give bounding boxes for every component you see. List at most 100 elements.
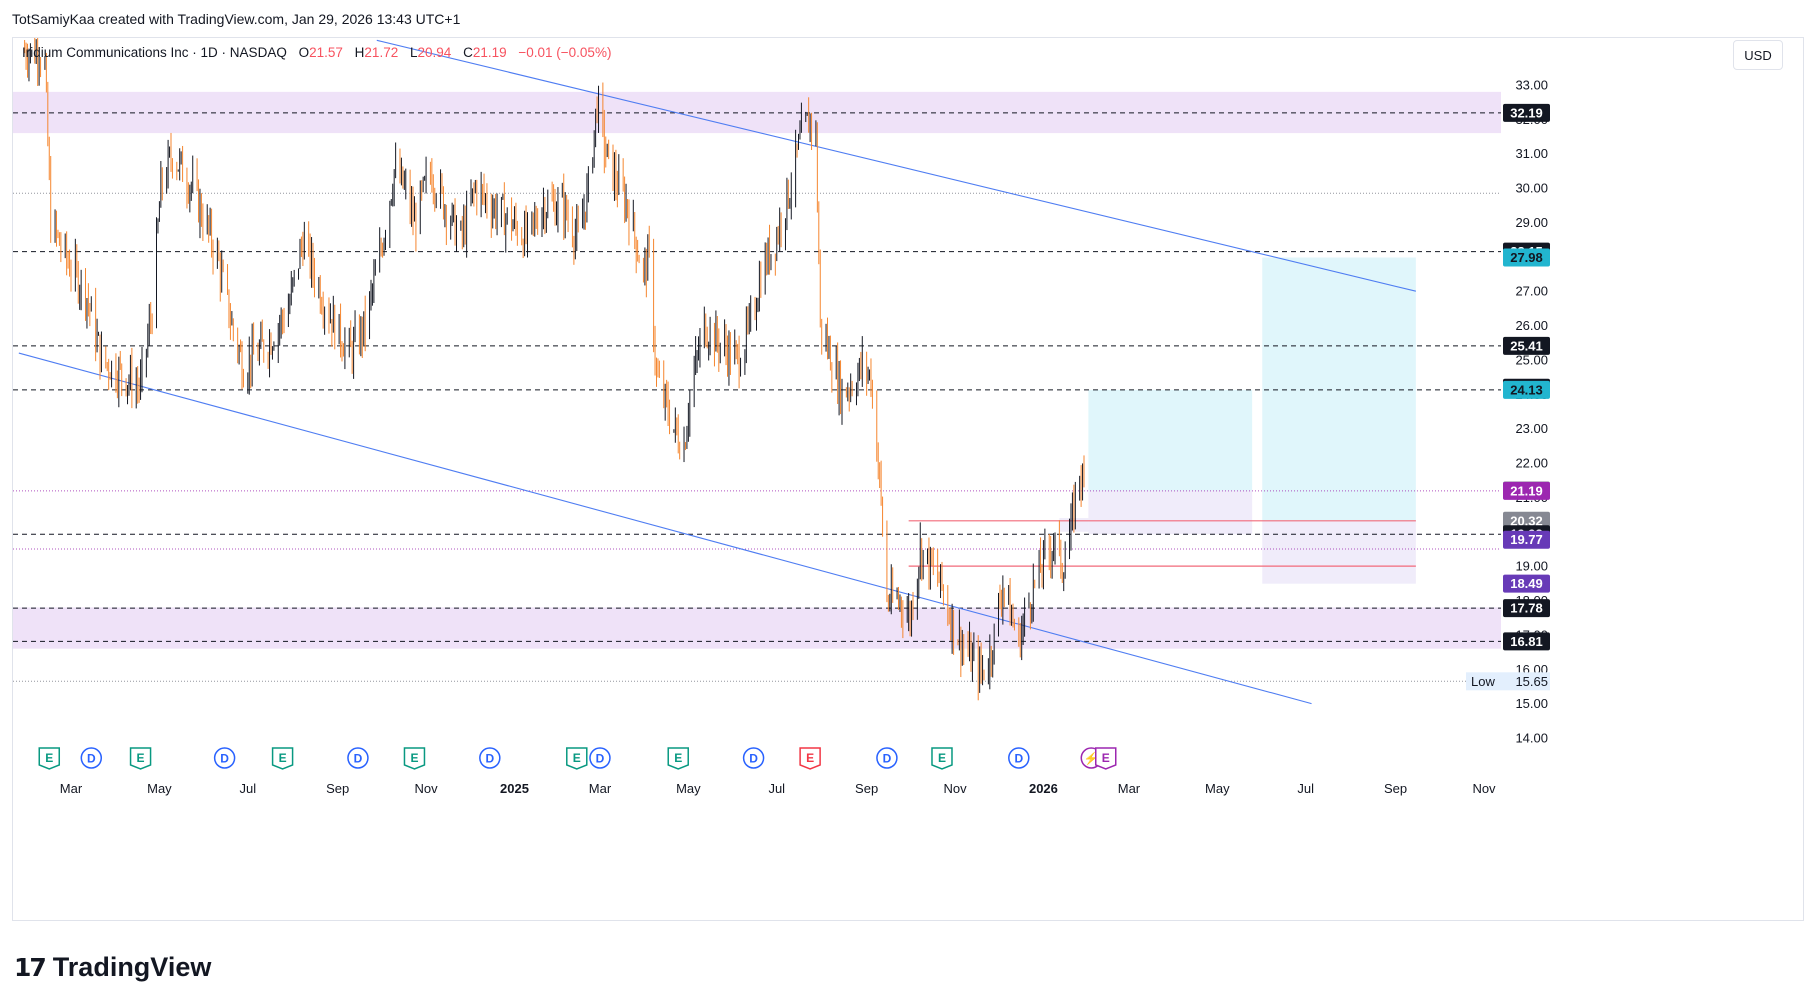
chart-frame[interactable]: 14.0015.0016.0017.0018.0019.0020.0021.00… <box>12 37 1804 921</box>
price-tag: 21.19 <box>1503 481 1550 500</box>
dividend-icon[interactable]: D <box>1008 747 1030 769</box>
price-tag-bg <box>1503 103 1550 122</box>
symbol-name: Iridium Communications Inc · 1D · NASDAQ <box>22 45 287 60</box>
dividend-icon[interactable]: D <box>876 747 898 769</box>
price-tag-bg <box>1503 599 1550 618</box>
y-tick-label: 19.00 <box>1515 559 1548 574</box>
x-tick-label: May <box>676 781 701 796</box>
earnings-letter: E <box>410 751 418 765</box>
dividend-badge <box>589 747 611 769</box>
x-tick-label: Nov <box>1472 781 1496 796</box>
y-tick-label: 25.00 <box>1515 352 1548 367</box>
x-tick-label: May <box>147 781 172 796</box>
split-symbol: ⚡ <box>1084 752 1099 766</box>
x-tick-label: Mar <box>1118 781 1141 796</box>
price-tag: 25.41 <box>1503 336 1550 355</box>
dividend-letter: D <box>354 752 363 766</box>
earnings-letter: E <box>573 751 581 765</box>
low-marker-label: Low <box>1471 674 1495 689</box>
dividend-icon[interactable]: D <box>347 747 369 769</box>
earnings-icon[interactable]: E <box>667 747 689 770</box>
x-tick-label: Nov <box>943 781 967 796</box>
tradingview-logo[interactable]: 17 TradingView <box>14 952 211 983</box>
price-tag-bg <box>1503 530 1550 549</box>
price-tag-label: 32.19 <box>1510 105 1543 120</box>
price-tag-label: 21.19 <box>1510 483 1543 498</box>
earnings-badge <box>38 747 61 770</box>
x-tick-label: May <box>1205 781 1230 796</box>
dividend-icon[interactable]: D <box>213 747 236 769</box>
price-tag-bg <box>1503 380 1550 399</box>
price-tag: 32.19 <box>1503 103 1550 122</box>
price-tag-label: 18.49 <box>1510 576 1543 591</box>
dividend-icon[interactable]: D <box>479 747 501 769</box>
earnings-badge <box>566 747 588 770</box>
stop-box-1 <box>1088 490 1253 535</box>
dividend-letter: D <box>87 752 96 766</box>
x-tick-label: Mar <box>60 781 83 796</box>
price-tag: 19.77 <box>1503 530 1550 549</box>
price-tag: 24.13 <box>1503 380 1550 399</box>
stop-box-2 <box>1262 520 1416 584</box>
x-tick-label: Sep <box>1384 781 1407 796</box>
earnings-letter: E <box>938 751 946 765</box>
earnings-icon[interactable]: E <box>566 747 588 770</box>
low-value: 20.94 <box>417 45 452 60</box>
x-tick-label: Sep <box>326 781 349 796</box>
y-tick-label: 23.00 <box>1515 421 1548 436</box>
price-tag-label: 19.77 <box>1510 532 1543 547</box>
lower-trendline <box>18 352 1312 705</box>
dividend-icon[interactable]: D <box>80 747 103 769</box>
dividend-icon[interactable]: D <box>589 747 611 769</box>
close-value: 21.19 <box>472 45 507 60</box>
price-tag: 27.98 <box>1503 248 1550 267</box>
earnings-letter: E <box>279 751 287 765</box>
price-chart[interactable]: 14.0015.0016.0017.0018.0019.0020.0021.00… <box>13 38 1803 920</box>
earnings-badge <box>1095 747 1117 770</box>
price-tag-bg <box>1503 336 1550 355</box>
dividend-badge <box>742 747 765 769</box>
earnings-icon[interactable]: E <box>271 747 294 770</box>
tradingview-brand: TradingView <box>52 952 212 982</box>
y-tick-label: 26.00 <box>1515 318 1548 333</box>
currency-button[interactable]: USD <box>1733 40 1783 70</box>
earnings-letter: E <box>45 751 53 765</box>
earnings-letter: E <box>1102 751 1110 765</box>
dividend-letter: D <box>1014 752 1023 766</box>
tradingview-logo-icon: 17 <box>14 953 47 982</box>
earnings-icon[interactable]: E <box>38 747 61 770</box>
price-tag-label: 17.78 <box>1510 601 1543 616</box>
earnings-letter: E <box>674 751 682 765</box>
earnings-icon[interactable]: E <box>931 747 953 770</box>
change-value: −0.01 (−0.05%) <box>518 45 612 60</box>
dividend-icon[interactable]: D <box>742 747 765 769</box>
low-marker-value: 15.65 <box>1515 674 1548 689</box>
earnings-icon[interactable]: E <box>403 747 426 770</box>
earnings-icon[interactable]: E <box>129 747 152 770</box>
dividend-badge <box>213 747 236 769</box>
earnings-icon[interactable]: E <box>1095 747 1117 770</box>
x-tick-label: Mar <box>589 781 612 796</box>
attribution-text: TotSamiyKaa created with TradingView.com… <box>12 11 461 27</box>
target-box-1 <box>1088 389 1253 491</box>
high-value: 21.72 <box>364 45 399 60</box>
price-tag: 18.49 <box>1503 574 1550 593</box>
dividend-letter: D <box>749 752 758 766</box>
y-tick-label: 14.00 <box>1515 731 1548 746</box>
y-tick-label: 31.00 <box>1515 146 1548 161</box>
dividend-badge <box>347 747 369 769</box>
earnings-badge <box>129 747 152 770</box>
earnings-badge <box>271 747 294 770</box>
dividend-badge <box>80 747 103 769</box>
low-marker: Low 15.65 <box>1466 672 1550 691</box>
price-tag-bg <box>1503 481 1550 500</box>
earnings-icon[interactable]: E <box>799 747 821 770</box>
price-axis: 14.0015.0016.0017.0018.0019.0020.0021.00… <box>1466 78 1550 746</box>
earnings-badge <box>931 747 953 770</box>
x-tick-label: Jul <box>239 781 256 796</box>
dividend-letter: D <box>220 752 229 766</box>
low-label: L <box>409 45 418 60</box>
x-tick-label: 2026 <box>1029 781 1058 796</box>
dividend-badge <box>1008 747 1030 769</box>
price-tag-label: 24.13 <box>1510 382 1543 397</box>
